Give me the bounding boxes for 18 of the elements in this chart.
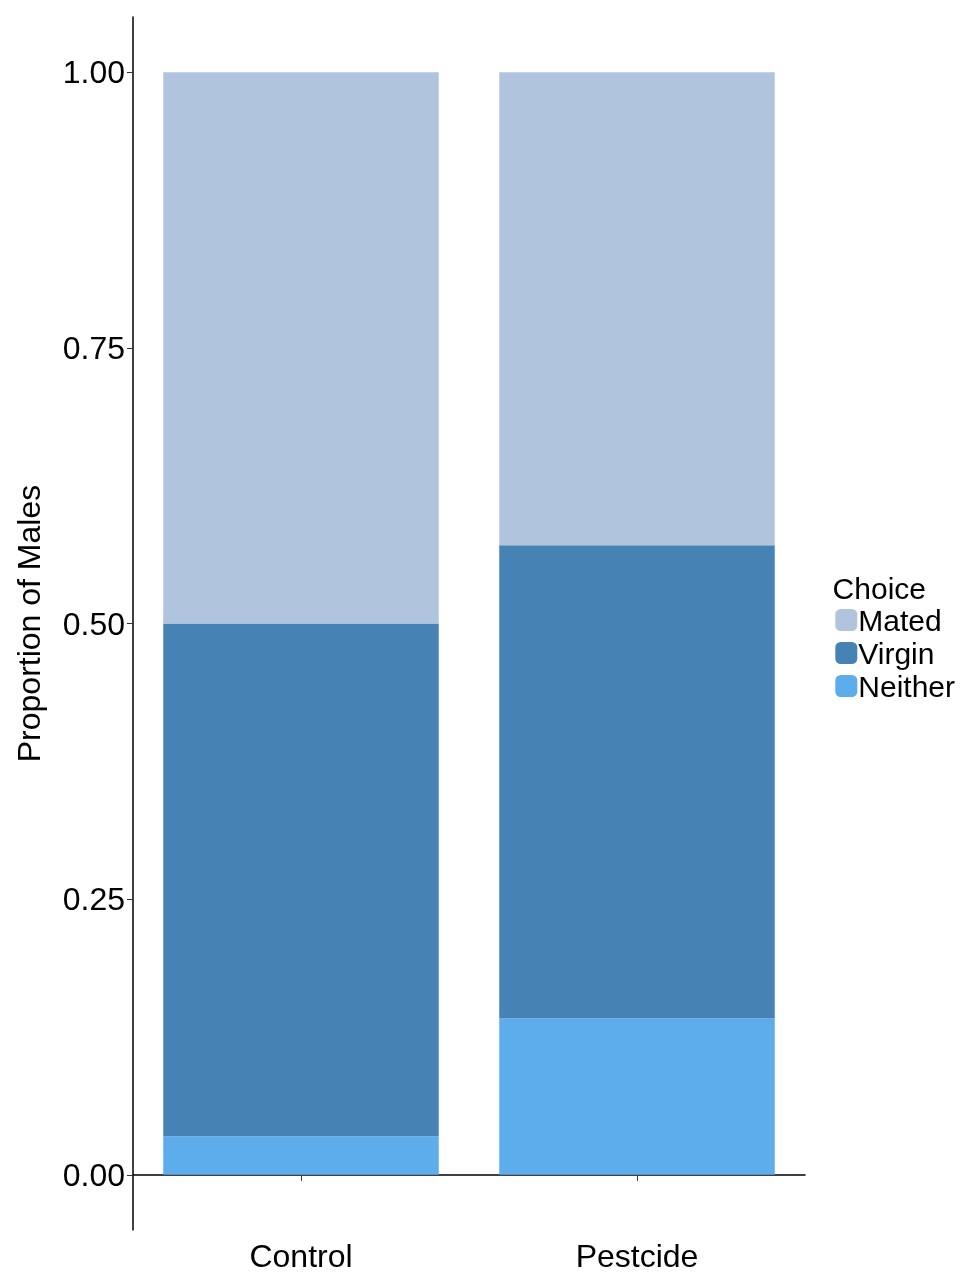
bar: [499, 1018, 775, 1175]
y-tick-label: 0.75: [62, 329, 125, 366]
x-tick-label: Control: [249, 1238, 353, 1272]
y-tick-label: 1.00: [62, 54, 125, 91]
legend-title: Choice: [832, 571, 927, 605]
y-tick-label: 0.50: [62, 605, 125, 642]
y-axis-title: Proportion of Males: [11, 484, 47, 763]
bar: [163, 623, 439, 1137]
bar: [499, 545, 775, 1019]
legend-label: Virgin: [858, 636, 935, 670]
y-tick-label: 0.00: [62, 1156, 125, 1193]
bar: [163, 72, 439, 624]
legend-label: Neither: [858, 669, 956, 703]
bar: [499, 72, 775, 546]
legend-label: Mated: [858, 603, 942, 637]
y-tick-label: 0.25: [62, 881, 125, 918]
bar: [163, 1136, 439, 1175]
x-tick-label: Pestcide: [575, 1238, 699, 1272]
